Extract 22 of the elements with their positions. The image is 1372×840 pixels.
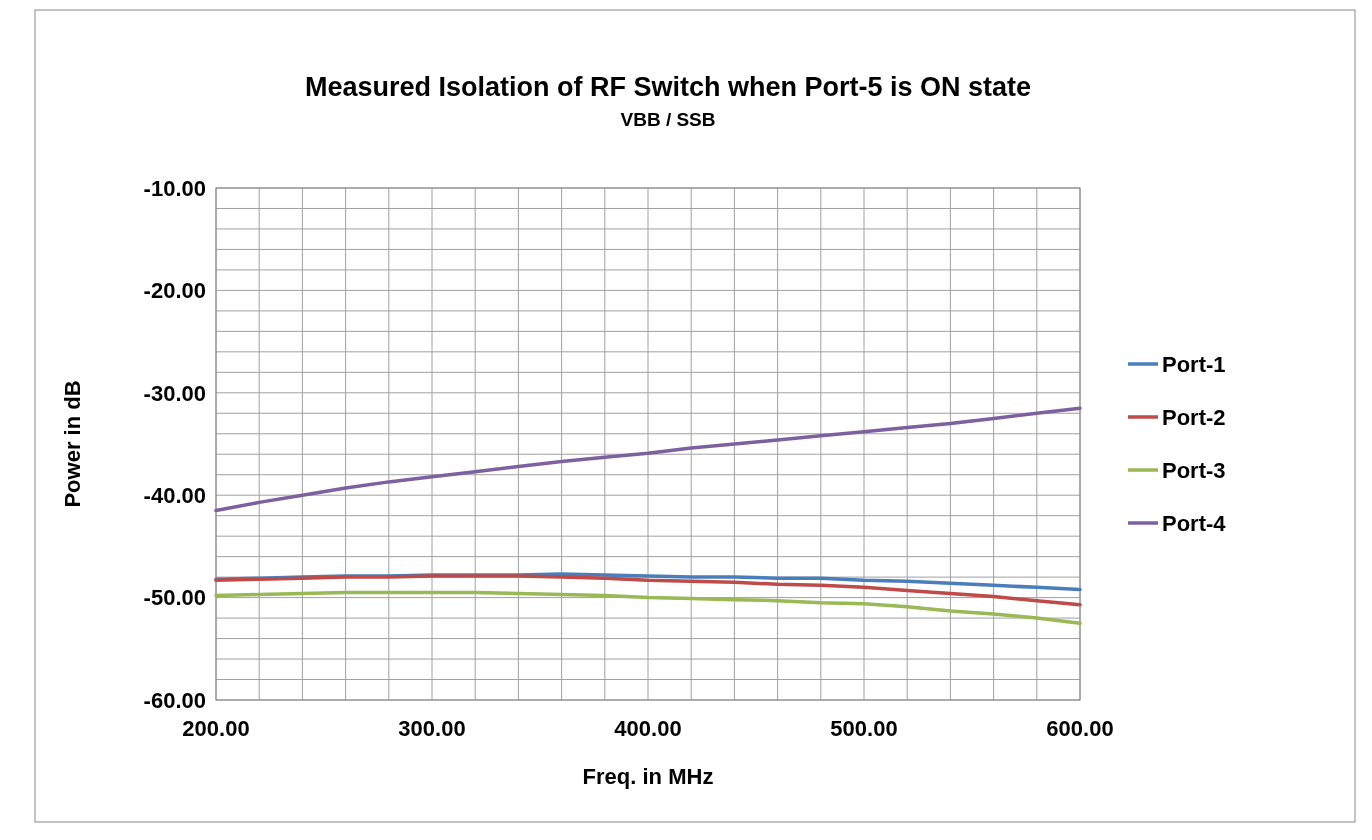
legend-label: Port-3	[1162, 457, 1226, 483]
x-tick-label: 300.00	[398, 716, 466, 741]
legend-label: Port-1	[1162, 351, 1226, 377]
x-tick-label: 500.00	[830, 716, 898, 741]
x-tick-label: 600.00	[1046, 716, 1114, 741]
y-tick-label: -10.00	[143, 175, 206, 201]
y-axis-title: Power in dB	[60, 380, 85, 508]
chart-subtitle: VBB / SSB	[620, 109, 716, 130]
y-tick-label: -50.00	[143, 585, 206, 611]
line-series	[214, 406, 1082, 513]
x-axis-title: Freq. in MHz	[582, 764, 714, 789]
y-tick-label: -30.00	[143, 380, 206, 406]
x-tick-label: 400.00	[614, 716, 682, 741]
line-series	[214, 590, 1082, 625]
chart-title: Measured Isolation of RF Switch when Port-5 is ON state	[304, 72, 1032, 102]
x-tick-label: 200.00	[182, 716, 250, 741]
y-tick-label: -40.00	[143, 482, 206, 508]
legend-label: Port-2	[1162, 404, 1226, 430]
y-tick-label: -60.00	[143, 687, 206, 713]
line-series	[214, 574, 1082, 607]
legend-label: Port-4	[1162, 510, 1227, 536]
y-tick-label: -20.00	[143, 278, 206, 304]
